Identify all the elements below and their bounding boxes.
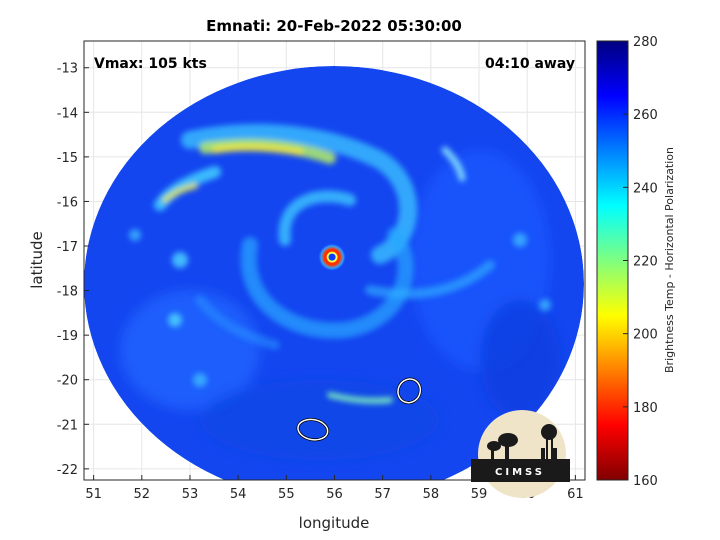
satellite-dish-icon bbox=[487, 433, 518, 459]
y-axis: -13 -14 -15 -16 -17 -18 -19 -20 -21 -22 bbox=[57, 62, 89, 478]
colorbar-tick-label: 240 bbox=[633, 181, 658, 196]
rain-bands bbox=[154, 123, 495, 404]
x-tick-label: 55 bbox=[278, 487, 295, 502]
water-tower-icon bbox=[541, 424, 557, 459]
y-tick-label: -13 bbox=[57, 62, 78, 77]
y-tick-label: -15 bbox=[57, 151, 78, 166]
colorbar-tick-label: 280 bbox=[633, 35, 658, 50]
colorbar-tick-label: 220 bbox=[633, 255, 658, 270]
y-tick-label: -19 bbox=[57, 329, 78, 344]
x-tick-label: 58 bbox=[423, 487, 440, 502]
colorbar-label: Brightness Temp - Horizontal Polarizatio… bbox=[663, 147, 676, 373]
cimss-logo: CIMSS bbox=[471, 410, 570, 498]
y-tick-label: -17 bbox=[57, 240, 78, 255]
y-tick-label: -14 bbox=[57, 106, 78, 121]
colorbar bbox=[596, 40, 629, 481]
time-offset-annotation: 04:10 away bbox=[485, 56, 575, 72]
colorbar-ticks: 160 180 200 220 240 260 280 bbox=[623, 35, 658, 489]
island-outline bbox=[396, 377, 422, 405]
x-tick-label: 51 bbox=[85, 487, 102, 502]
chart-title: Emnati: 20-Feb-2022 05:30:00 bbox=[206, 17, 462, 35]
y-tick-label: -18 bbox=[57, 285, 78, 300]
y-tick-label: -20 bbox=[57, 374, 78, 389]
x-tick-label: 56 bbox=[326, 487, 343, 502]
x-tick-label: 61 bbox=[567, 487, 584, 502]
colorbar-tick-label: 200 bbox=[633, 328, 658, 343]
y-tick-label: -22 bbox=[57, 463, 78, 478]
x-axis: 5152535455565758596061 bbox=[85, 475, 584, 502]
x-tick-label: 59 bbox=[471, 487, 488, 502]
y-tick-label: -21 bbox=[57, 418, 78, 433]
storm-eye bbox=[318, 243, 347, 272]
colorbar-tick-label: 180 bbox=[633, 401, 658, 416]
cimss-logo-text: CIMSS bbox=[495, 467, 545, 478]
coastlines bbox=[296, 377, 422, 442]
x-tick-label: 52 bbox=[134, 487, 151, 502]
y-axis-label: latitude bbox=[28, 231, 46, 289]
island-outline bbox=[296, 417, 330, 442]
colorbar-tick-label: 160 bbox=[633, 474, 658, 489]
x-tick-label: 53 bbox=[182, 487, 199, 502]
swath-image bbox=[84, 66, 584, 480]
x-tick-label: 54 bbox=[230, 487, 247, 502]
x-tick-label: 57 bbox=[374, 487, 391, 502]
vmax-annotation: Vmax: 105 kts bbox=[94, 56, 207, 72]
x-axis-label: longitude bbox=[299, 514, 370, 532]
y-tick-label: -16 bbox=[57, 195, 78, 210]
colorbar-tick-label: 260 bbox=[633, 108, 658, 123]
